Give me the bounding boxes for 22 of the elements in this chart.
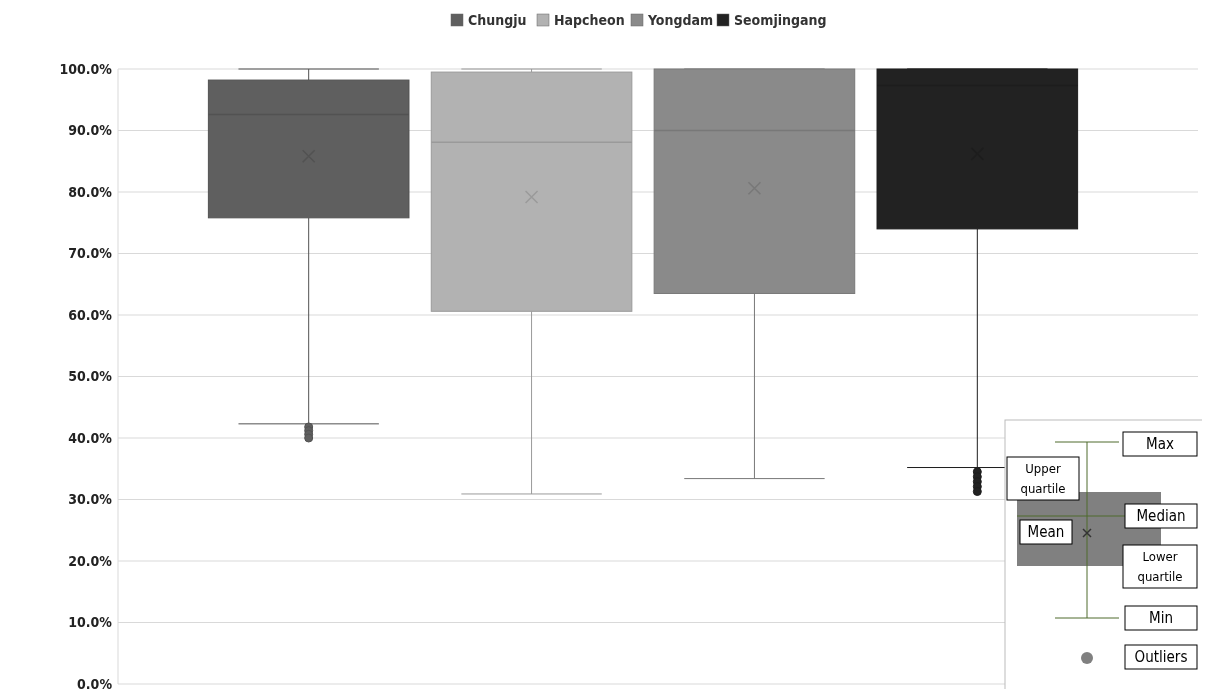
legend-label: Chungju: [468, 11, 527, 28]
y-tick-label: 80.0%: [68, 183, 113, 200]
annotation: Max: [1146, 435, 1174, 454]
y-tick-label: 10.0%: [68, 614, 113, 631]
annotation: Outliers: [1134, 648, 1188, 667]
legend-label: Seomjingang: [734, 11, 827, 28]
y-tick-label: 50.0%: [68, 368, 113, 385]
annotation: Upper quartile: [1020, 461, 1066, 497]
annotation: Median: [1136, 507, 1186, 526]
y-tick-label: 30.0%: [68, 491, 113, 508]
legend-label: Hapcheon: [554, 11, 625, 28]
y-tick-label: 100.0%: [59, 60, 113, 77]
annotation: Min: [1149, 609, 1173, 628]
annotation: Lower quartile: [1137, 549, 1183, 585]
y-tick-label: 60.0%: [68, 306, 113, 323]
legend-label: Yongdam: [647, 11, 714, 28]
y-tick-label: 0.0%: [77, 675, 113, 692]
annotation: Mean: [1027, 523, 1065, 542]
y-tick-label: 40.0%: [68, 429, 113, 446]
y-tick-label: 70.0%: [68, 245, 113, 262]
y-tick-label: 20.0%: [68, 552, 113, 569]
y-tick-label: 90.0%: [68, 122, 113, 139]
